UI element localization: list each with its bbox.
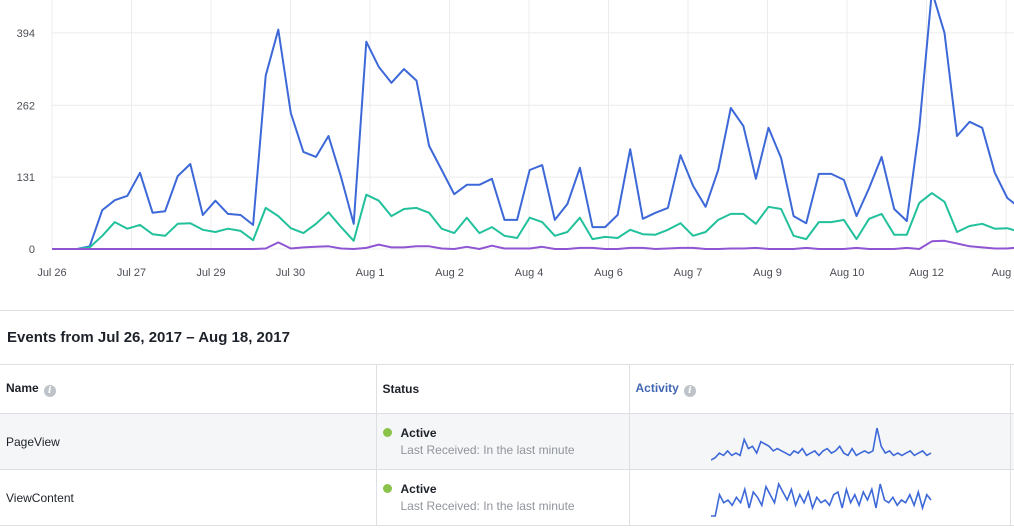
x-tick-label: Aug 2 [435,267,464,279]
event-name: PageView [0,413,376,470]
y-tick-label: 0 [29,244,35,256]
event-status: Active Last Received: In the last minute [375,469,629,526]
series-line-0 [52,0,1014,250]
x-tick-label: Aug 12 [909,267,944,279]
y-axis: 0 131 262 394 [17,28,35,256]
table-row[interactable]: ViewContent Active Last Received: In the … [0,469,1014,526]
x-tick-label: Aug 6 [594,267,623,279]
chart-grid [51,0,1014,250]
x-tick-label: Jul 30 [276,267,305,279]
events-line-chart: 0 131 262 394 Jul 26 Jul 27 Jul 29 Jul 30 Aug 1… [17,0,1014,279]
divider [0,310,1014,311]
x-tick-label: Aug 1 [356,267,385,279]
activity-sparkline [710,427,931,461]
y-tick-label: 131 [17,172,35,184]
events-title: Events from Jul 26, 2017 – Aug 18, 2017 [7,329,290,346]
column-activity[interactable]: Activity i [628,364,1010,414]
x-tick-label: Jul 26 [37,267,66,279]
sparkline-path [710,481,932,517]
column-name[interactable]: Name i [0,364,376,414]
x-tick-label: Aug 7 [674,267,703,279]
event-name: ViewContent [0,469,376,526]
y-tick-label: 394 [17,28,35,40]
chart-series [52,0,1014,250]
status-dot-icon [382,484,392,493]
x-tick-label: Aug 10 [830,267,865,279]
column-extra [1009,364,1014,414]
x-tick-label: Aug 1 [992,267,1014,279]
info-icon[interactable]: i [683,385,696,397]
activity-sparkline [710,481,932,517]
column-status[interactable]: Status [375,364,629,414]
series-line-1 [52,192,1014,250]
series-line-2 [52,239,1014,250]
x-tick-label: Aug 4 [515,267,544,279]
y-tick-label: 262 [17,100,35,112]
status-dot-icon [382,428,392,437]
event-activity [628,469,1010,526]
table-row[interactable]: PageView Active Last Received: In the las… [0,413,1014,470]
event-status: Active Last Received: In the last minute [375,413,629,470]
table-header: Name i Status Activity i [0,364,1014,414]
event-activity [628,413,1010,470]
sparkline-path [710,427,931,461]
info-icon[interactable]: i [43,385,56,397]
x-axis: Jul 26 Jul 27 Jul 29 Jul 30 Aug 1 Aug 2 Aug 4 A… [37,267,1014,279]
events-table: Name i Status Activity i PageView Active La… [0,364,1014,526]
x-tick-label: Jul 29 [196,267,225,279]
x-tick-label: Aug 9 [753,267,782,279]
x-tick-label: Jul 27 [117,267,146,279]
